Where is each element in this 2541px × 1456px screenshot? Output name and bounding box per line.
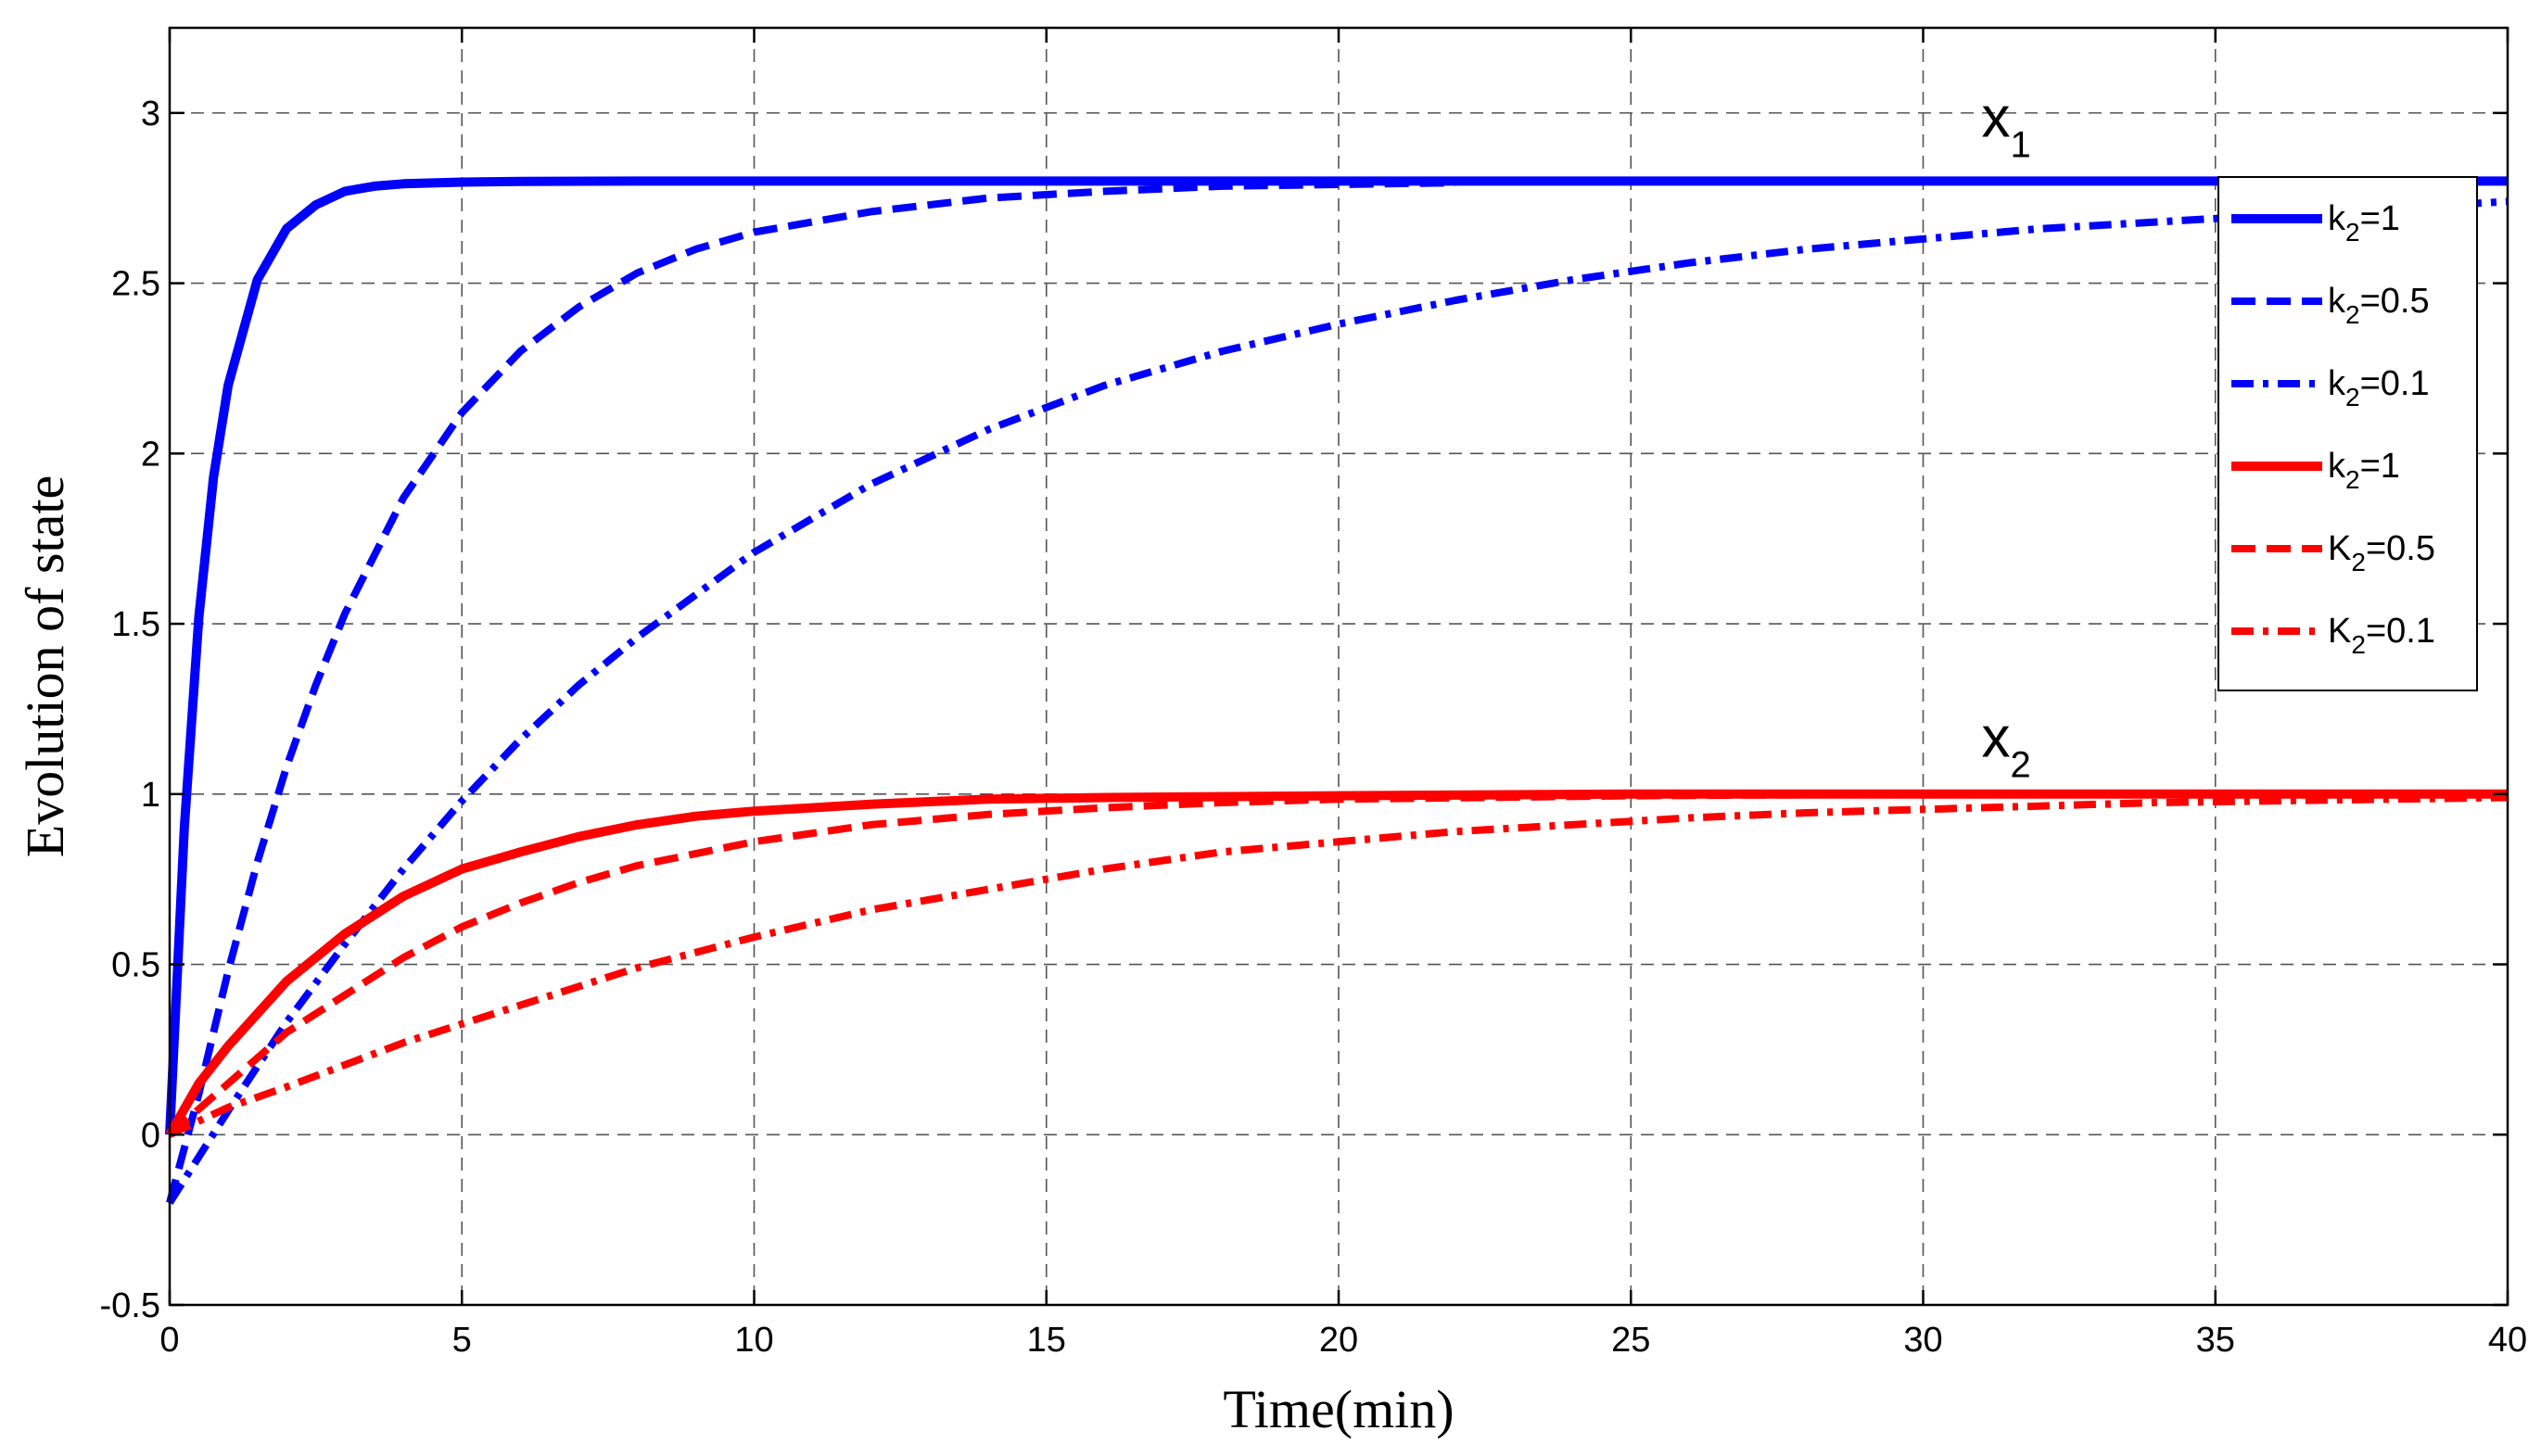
x-tick-label: 0 xyxy=(159,1321,179,1360)
legend-box xyxy=(2217,176,2478,691)
series-lines xyxy=(165,176,2509,1205)
y-tick-label: 2 xyxy=(141,435,160,474)
legend: k2=1k2=0.5k2=0.1k2=1K2=0.5K2=0.1 xyxy=(2217,176,2478,691)
y-axis-title: Evolution of state xyxy=(15,475,75,857)
y-tick-label: 0.5 xyxy=(111,946,160,985)
y-tick-label: 2.5 xyxy=(111,265,160,304)
series-line xyxy=(168,793,2509,1138)
x-axis-title: Time(min) xyxy=(1223,1379,1454,1439)
axis-ticks: 0 5 10 15 20 25 30 35 40-0.500.511.522.53 xyxy=(100,28,2527,1360)
x-tick-label: 30 xyxy=(1903,1321,1942,1360)
series-line xyxy=(165,176,2508,1135)
series-line xyxy=(167,790,2508,1138)
x-tick-label: 15 xyxy=(1027,1321,1066,1360)
series-line xyxy=(166,179,1456,1204)
y-tick-label: 1.5 xyxy=(111,605,160,644)
x-tick-label: 20 xyxy=(1319,1321,1358,1360)
x-tick-label: 40 xyxy=(2488,1321,2527,1360)
y-tick-label: 3 xyxy=(141,95,160,133)
x-tick-label: 5 xyxy=(452,1321,472,1360)
x-tick-label: 25 xyxy=(1611,1321,1650,1360)
x-tick-label: 10 xyxy=(734,1321,773,1360)
y-tick-label: 0 xyxy=(141,1116,160,1155)
series-line xyxy=(166,197,2509,1205)
legend-entry-label: K2=0.1 xyxy=(2328,612,2435,659)
y-tick-label: -0.5 xyxy=(100,1286,160,1325)
x-tick-label: 35 xyxy=(2196,1321,2235,1360)
y-tick-label: 1 xyxy=(141,776,160,815)
